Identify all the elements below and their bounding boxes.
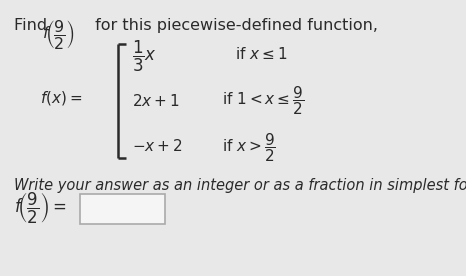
Text: for this piecewise-defined function,: for this piecewise-defined function,	[90, 18, 378, 33]
Text: $-x + 2$: $-x + 2$	[132, 138, 183, 154]
Text: if $x \leq 1$: if $x \leq 1$	[235, 46, 288, 62]
Text: $f(x) =$: $f(x) =$	[40, 89, 82, 107]
Text: if $x > \dfrac{9}{2}$: if $x > \dfrac{9}{2}$	[222, 132, 276, 164]
Text: $f\!\left(\dfrac{9}{2}\right)$: $f\!\left(\dfrac{9}{2}\right)$	[42, 18, 75, 51]
FancyBboxPatch shape	[80, 194, 165, 224]
Text: Write your answer as an integer or as a fraction in simplest form.: Write your answer as an integer or as a …	[14, 178, 466, 193]
Text: if $1 < x \leq \dfrac{9}{2}$: if $1 < x \leq \dfrac{9}{2}$	[222, 85, 304, 117]
Text: $2x + 1$: $2x + 1$	[132, 93, 180, 109]
Text: $\dfrac{1}{3}x$: $\dfrac{1}{3}x$	[132, 38, 157, 74]
Text: Find: Find	[14, 18, 52, 33]
Text: $f\!\left(\dfrac{9}{2}\right) =$: $f\!\left(\dfrac{9}{2}\right) =$	[14, 190, 67, 225]
